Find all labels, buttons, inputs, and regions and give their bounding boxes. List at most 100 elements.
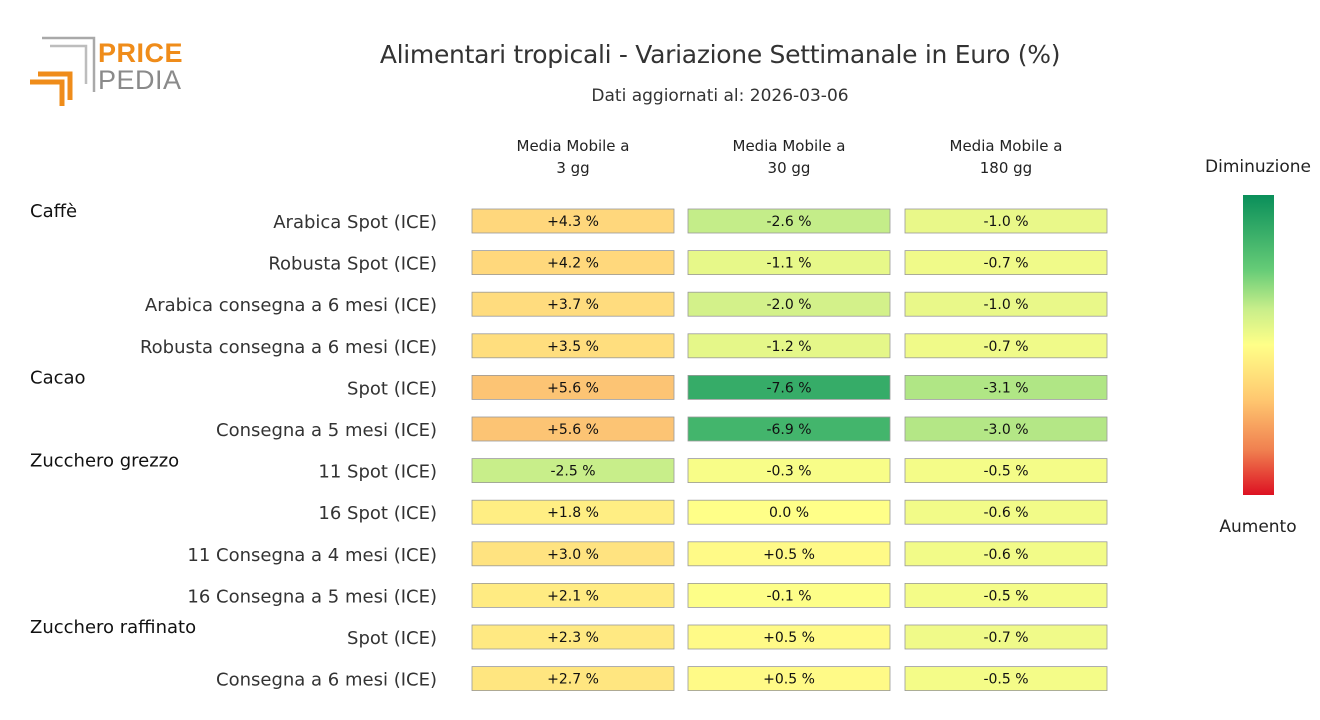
column-header-line2: 180 gg bbox=[980, 159, 1032, 177]
heatmap-cell bbox=[904, 374, 1108, 400]
heatmap-cell bbox=[687, 291, 891, 317]
heatmap-cell bbox=[471, 333, 675, 359]
heatmap-cell bbox=[471, 291, 675, 317]
group-label: Zucchero grezzo bbox=[30, 451, 179, 472]
heatmap-cell bbox=[471, 666, 675, 691]
row-label: 16 Spot (ICE) bbox=[318, 503, 437, 524]
logo-mark-icon bbox=[30, 36, 96, 106]
row-label: Arabica consegna a 6 mesi (ICE) bbox=[145, 295, 437, 316]
cell-value-label: -0.7 % bbox=[983, 630, 1028, 646]
column-header-line1: Media Mobile a bbox=[733, 137, 846, 155]
cell-value-label: -2.5 % bbox=[550, 464, 595, 480]
heatmap-cell bbox=[687, 624, 891, 650]
legend-bottom-label: Aumento bbox=[1219, 517, 1296, 537]
cell-value-label: +2.3 % bbox=[547, 630, 599, 646]
cell-value-label: +2.1 % bbox=[547, 588, 599, 604]
row-label: Consegna a 5 mesi (ICE) bbox=[216, 420, 437, 441]
cell-value-label: +0.5 % bbox=[763, 672, 815, 688]
row-label: 11 Consegna a 4 mesi (ICE) bbox=[187, 545, 437, 566]
pricepedia-logo: PRICE PEDIA bbox=[28, 36, 198, 116]
heatmap-row: Cacao Spot (ICE) +5.6 % -7.6 % -3.1 % bbox=[30, 367, 1108, 400]
row-label: Consegna a 6 mesi (ICE) bbox=[216, 670, 437, 691]
cell-value-label: -3.0 % bbox=[983, 422, 1028, 438]
heatmap-cell bbox=[687, 499, 891, 525]
heatmap-cell bbox=[471, 499, 675, 525]
heatmap-cell bbox=[471, 541, 675, 567]
cell-value-label: -0.6 % bbox=[983, 505, 1028, 521]
cell-value-label: -3.1 % bbox=[983, 380, 1028, 396]
heatmap-row: 16 Spot (ICE) +1.8 % 0.0 % -0.6 % bbox=[318, 499, 1108, 525]
row-label: 16 Consegna a 5 mesi (ICE) bbox=[187, 586, 437, 607]
heatmap-cell bbox=[904, 541, 1108, 567]
cell-value-label: +4.3 % bbox=[547, 214, 599, 230]
heatmap-cell bbox=[687, 416, 891, 442]
heatmap-row: 11 Consegna a 4 mesi (ICE) +3.0 % +0.5 % -0… bbox=[187, 541, 1108, 567]
chart-subtitle: Dati aggiornati al: 2026-03-06 bbox=[591, 86, 849, 106]
heatmap-cell bbox=[471, 416, 675, 442]
heatmap-cell bbox=[471, 374, 675, 400]
heatmap-cell bbox=[471, 208, 675, 234]
cell-value-label: +3.0 % bbox=[547, 547, 599, 563]
cell-value-label: +5.6 % bbox=[547, 422, 599, 438]
row-label: Robusta consegna a 6 mesi (ICE) bbox=[140, 337, 437, 358]
heatmap-cell bbox=[904, 583, 1108, 608]
heatmap-cell bbox=[687, 374, 891, 400]
heatmap-cell bbox=[687, 583, 891, 608]
heatmap-cell bbox=[904, 624, 1108, 650]
heatmap-row: Zucchero grezzo 11 Spot (ICE) -2.5 % -0.3 %… bbox=[30, 451, 1108, 484]
cell-value-label: -0.5 % bbox=[983, 464, 1028, 480]
cell-value-label: -2.6 % bbox=[766, 214, 811, 230]
row-label: 11 Spot (ICE) bbox=[318, 462, 437, 483]
heatmap-row: 16 Consegna a 5 mesi (ICE) +2.1 % -0.1 % -0… bbox=[187, 583, 1108, 608]
color-legend: Diminuzione Aumento bbox=[1205, 157, 1311, 537]
heatmap-cell bbox=[471, 458, 675, 484]
cell-value-label: +2.7 % bbox=[547, 672, 599, 688]
cell-value-label: +3.7 % bbox=[547, 297, 599, 313]
cell-value-label: +5.6 % bbox=[547, 380, 599, 396]
heatmap-cell bbox=[471, 624, 675, 650]
heatmap-cell bbox=[471, 250, 675, 276]
heatmap-rows: Caffè Arabica Spot (ICE) +4.3 % -2.6 % -1.0 … bbox=[30, 201, 1108, 691]
row-label: Arabica Spot (ICE) bbox=[273, 212, 437, 233]
cell-value-label: -2.0 % bbox=[766, 297, 811, 313]
cell-value-label: -7.6 % bbox=[766, 380, 811, 396]
group-label: Cacao bbox=[30, 367, 86, 388]
heatmap-cell bbox=[904, 416, 1108, 442]
logo-pedia-text: PEDIA bbox=[98, 65, 182, 95]
logo-price-text: PRICE bbox=[98, 38, 184, 68]
heatmap-cell bbox=[904, 666, 1108, 691]
heatmap-row: Consegna a 6 mesi (ICE) +2.7 % +0.5 % -0.5 … bbox=[216, 666, 1108, 691]
row-label: Spot (ICE) bbox=[347, 628, 437, 649]
cell-value-label: -1.2 % bbox=[766, 339, 811, 355]
legend-color-bar bbox=[1243, 195, 1274, 495]
column-header-line1: Media Mobile a bbox=[517, 137, 630, 155]
heatmap-cell bbox=[904, 208, 1108, 234]
cell-value-label: -0.6 % bbox=[983, 547, 1028, 563]
column-header-line2: 30 gg bbox=[768, 159, 811, 177]
heatmap-cell bbox=[687, 458, 891, 484]
heatmap-cell bbox=[687, 208, 891, 234]
heatmap-row: Arabica consegna a 6 mesi (ICE) +3.7 % -2.… bbox=[145, 291, 1108, 317]
cell-value-label: -0.5 % bbox=[983, 672, 1028, 688]
column-headers: Media Mobile a 3 gg Media Mobile a 30 gg Med… bbox=[517, 137, 1063, 177]
heatmap-row: Consegna a 5 mesi (ICE) +5.6 % -6.9 % -3.0 … bbox=[216, 416, 1108, 442]
heatmap-cell bbox=[687, 333, 891, 359]
cell-value-label: -6.9 % bbox=[766, 422, 811, 438]
row-label: Robusta Spot (ICE) bbox=[268, 254, 437, 275]
legend-top-label: Diminuzione bbox=[1205, 157, 1311, 177]
cell-value-label: -1.0 % bbox=[983, 297, 1028, 313]
cell-value-label: +0.5 % bbox=[763, 547, 815, 563]
row-label: Spot (ICE) bbox=[347, 378, 437, 399]
cell-value-label: +3.5 % bbox=[547, 339, 599, 355]
cell-value-label: -0.3 % bbox=[766, 464, 811, 480]
chart-title: Alimentari tropicali - Variazione Settim… bbox=[379, 40, 1061, 69]
heatmap-row: Robusta Spot (ICE) +4.2 % -1.1 % -0.7 % bbox=[268, 250, 1108, 276]
cell-value-label: +4.2 % bbox=[547, 256, 599, 272]
group-label: Zucchero raffinato bbox=[30, 617, 196, 638]
heatmap-cell bbox=[904, 250, 1108, 276]
cell-value-label: -1.1 % bbox=[766, 256, 811, 272]
cell-value-label: -0.7 % bbox=[983, 339, 1028, 355]
heatmap-cell bbox=[904, 291, 1108, 317]
cell-value-label: -0.1 % bbox=[766, 588, 811, 604]
